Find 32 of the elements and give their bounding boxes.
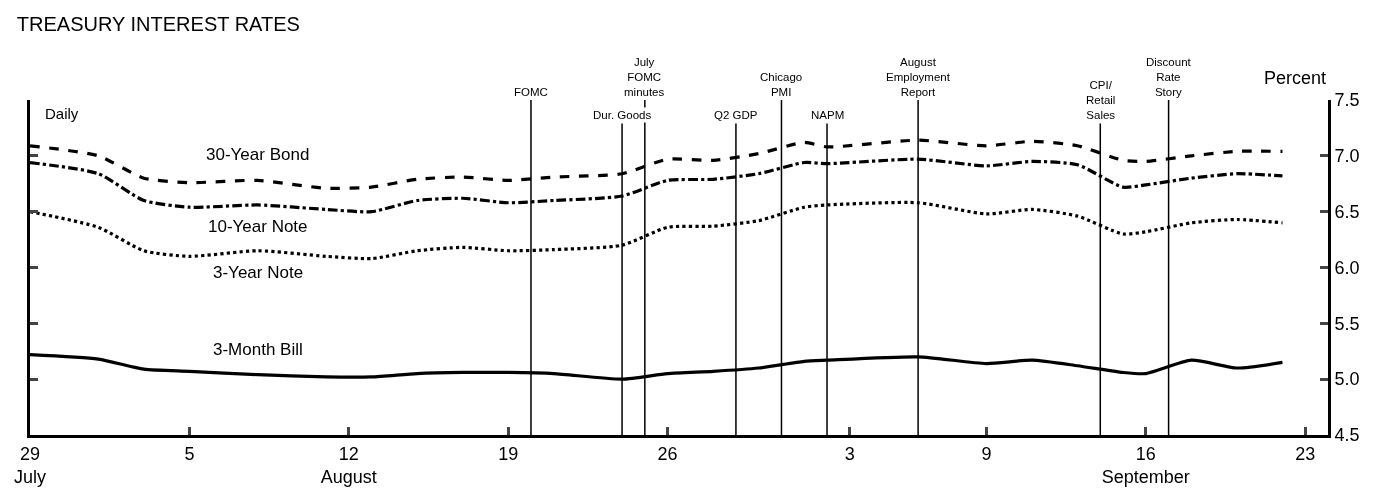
series-label: 3-Month Bill	[213, 340, 303, 359]
series-label: 30-Year Bond	[206, 145, 310, 164]
y-axis-title: Percent	[1264, 68, 1327, 88]
y-tick-label: 4.5	[1334, 425, 1360, 446]
ref-line-label: Dur. Goods	[593, 109, 652, 121]
ref-line-label: CPI/ Retail Sales	[1086, 79, 1116, 121]
x-tick-label: 26	[657, 443, 678, 464]
y-tick-label: 6.5	[1334, 201, 1360, 222]
x-tick-label: 23	[1295, 443, 1316, 464]
ref-line-label: July FOMC minutes	[624, 56, 665, 98]
y-tick-label: 6.0	[1334, 257, 1360, 278]
x-tick-label: 9	[981, 443, 992, 464]
y-tick-label: 5.0	[1334, 369, 1360, 390]
y-tick-label: 7.5	[1334, 90, 1360, 111]
y-tick-label: 5.5	[1334, 313, 1360, 334]
ref-line-label: FOMC	[514, 86, 548, 98]
chart-title: TREASURY INTEREST RATES	[16, 13, 300, 36]
series-label: 10-Year Note	[208, 217, 308, 236]
ref-line-label: NAPM	[811, 109, 845, 121]
x-tick-label: 19	[498, 443, 519, 464]
series-label: 3-Year Note	[213, 263, 304, 282]
x-tick-label: 5	[184, 443, 195, 464]
ref-line-label: Q2 GDP	[714, 109, 758, 121]
annotation: Daily	[45, 105, 79, 122]
ref-line-label: August Employment Report	[886, 56, 951, 98]
y-tick-label: 7.0	[1334, 146, 1360, 167]
x-tick-label: 12 August	[320, 443, 377, 487]
x-tick-label: 16 September	[1101, 443, 1190, 487]
x-tick-label: 29 July	[13, 443, 47, 487]
x-tick-label: 3	[844, 443, 855, 464]
ref-line-label: Chicago PMI	[760, 71, 803, 98]
ref-line-label: Discount Rate Story	[1146, 56, 1192, 98]
